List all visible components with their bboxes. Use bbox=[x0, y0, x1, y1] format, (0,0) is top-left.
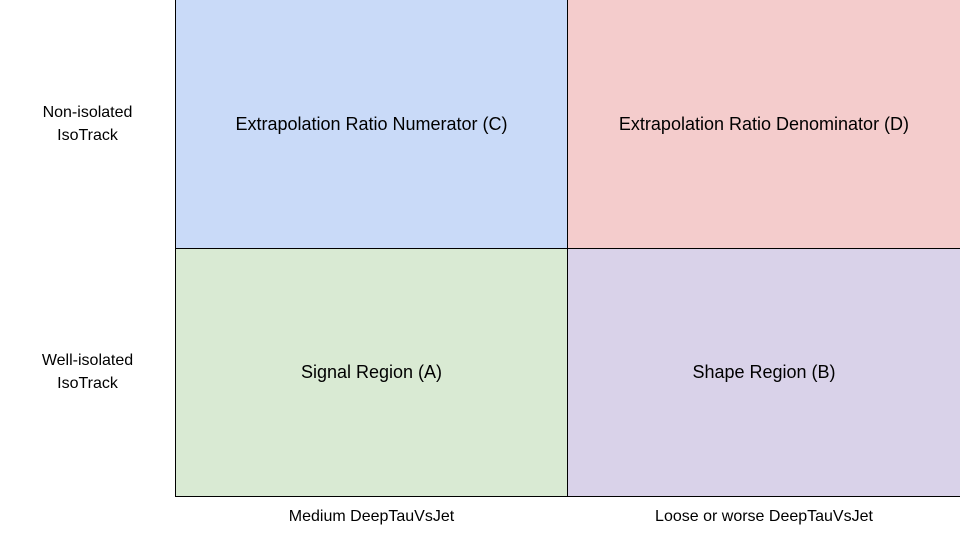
col-label-loose-or-worse: Loose or worse DeepTauVsJet bbox=[655, 508, 873, 525]
row-label-line1: Well-isolated bbox=[41, 352, 134, 369]
row-label-line1: Non-isolated bbox=[42, 104, 133, 121]
grid-line-bottom bbox=[175, 496, 960, 497]
row-label-well-isolated: Well-isolated IsoTrack bbox=[0, 349, 175, 395]
cell-d-extrapolation-denominator: Extrapolation Ratio Denominator (D) bbox=[568, 0, 960, 248]
grid-line-middle-horizontal bbox=[175, 248, 960, 249]
col-label-medium: Medium DeepTauVsJet bbox=[288, 508, 455, 525]
cell-a-signal-region: Signal Region (A) bbox=[175, 248, 568, 496]
row-label-line2: IsoTrack bbox=[57, 375, 118, 392]
cell-b-shape-region: Shape Region (B) bbox=[568, 248, 960, 496]
cell-c-extrapolation-numerator: Extrapolation Ratio Numerator (C) bbox=[175, 0, 568, 248]
row-label-line2: IsoTrack bbox=[57, 127, 118, 144]
row-label-non-isolated: Non-isolated IsoTrack bbox=[0, 101, 175, 147]
